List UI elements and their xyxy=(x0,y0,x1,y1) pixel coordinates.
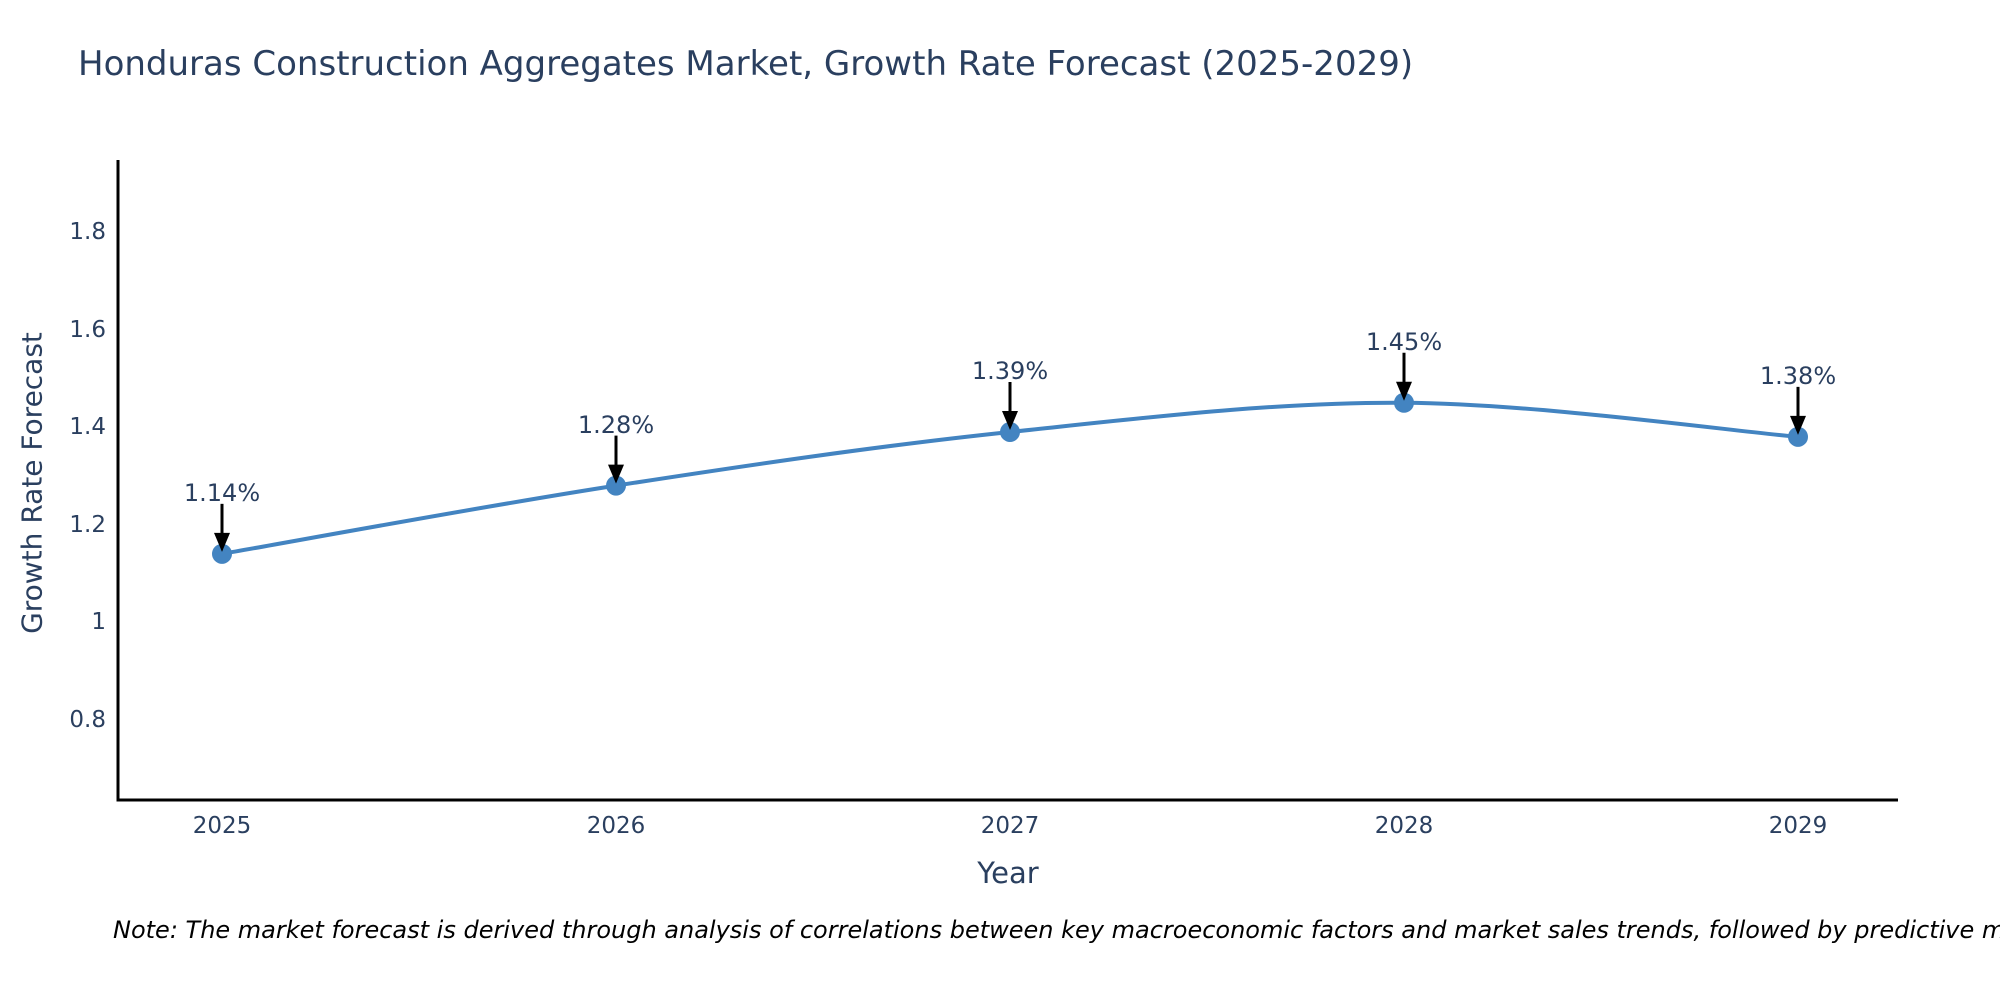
data-point-marker[interactable] xyxy=(1788,426,1808,447)
data-point-label: 1.38% xyxy=(1759,361,1837,390)
data-point-label: 1.14% xyxy=(183,478,261,507)
annotation-arrow-head xyxy=(1002,410,1018,430)
data-point-label: 1.39% xyxy=(971,356,1049,385)
footnote: Note: The market forecast is derived thr… xyxy=(113,916,2000,944)
y-tick-label: 1.8 xyxy=(69,219,106,246)
x-axis-title: Year xyxy=(977,856,1039,890)
x-tick-label: 2027 xyxy=(980,813,1040,839)
data-point-marker[interactable] xyxy=(1000,421,1020,442)
x-tick-label: 2026 xyxy=(586,813,646,839)
y-tick-label: 0.8 xyxy=(69,706,106,733)
x-tick-label: 2025 xyxy=(192,813,252,839)
data-point-label: 1.28% xyxy=(577,410,655,439)
annotation-arrow-head xyxy=(608,464,624,484)
x-tick-label: 2029 xyxy=(1768,813,1828,839)
y-tick-label: 1.4 xyxy=(69,414,106,441)
annotation-arrow-head xyxy=(1396,381,1412,401)
data-point-marker[interactable] xyxy=(606,475,626,496)
x-tick-label: 2028 xyxy=(1374,813,1434,839)
chart-title: Honduras Construction Aggregates Market,… xyxy=(78,44,1414,84)
annotation-arrow-head xyxy=(1790,415,1806,435)
y-tick-label: 1 xyxy=(91,609,106,636)
y-tick-label: 1.2 xyxy=(69,511,106,538)
data-point-marker[interactable] xyxy=(212,543,232,564)
data-point-marker[interactable] xyxy=(1394,392,1414,413)
axis-lines xyxy=(116,160,1898,802)
annotation-arrow-head xyxy=(214,532,230,552)
data-point-label: 1.45% xyxy=(1365,327,1443,356)
y-axis-title: Growth Rate Forecast xyxy=(15,332,49,634)
y-tick-label: 1.6 xyxy=(69,316,106,343)
